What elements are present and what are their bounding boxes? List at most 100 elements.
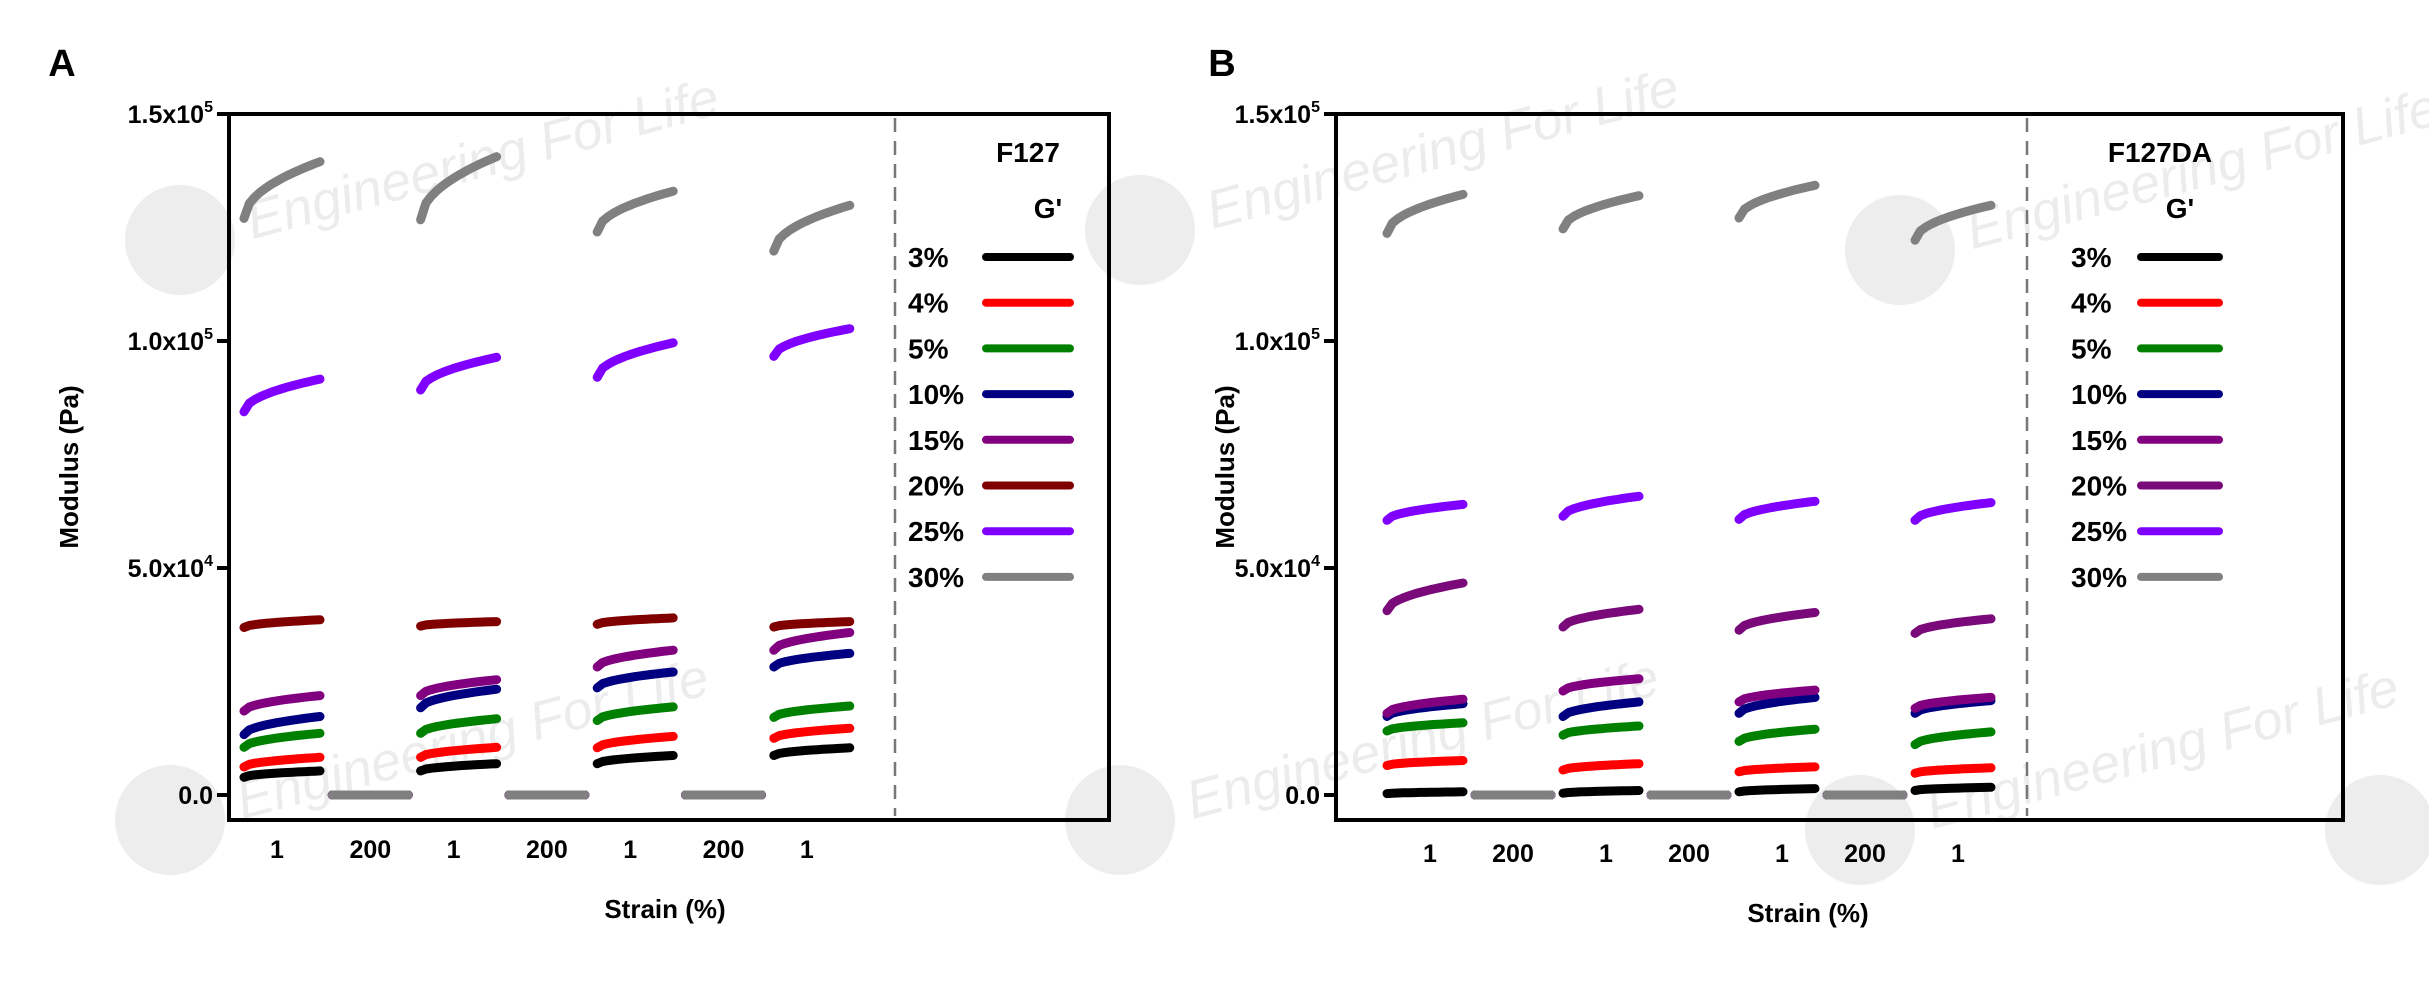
x-tick-label: 200	[703, 836, 745, 864]
watermark: Engineering For Life	[1845, 77, 2429, 305]
legend-label: 10%	[2071, 379, 2127, 410]
data-segment-strain-1	[592, 186, 678, 237]
legend-subtitle: G'	[2166, 193, 2194, 224]
legend-label: 3%	[2071, 242, 2112, 273]
data-segment-strain-1	[592, 645, 678, 672]
data-segment-strain-1	[769, 701, 855, 722]
y-axis-title: Modulus (Pa)	[1210, 385, 1240, 548]
legend-label: 15%	[2071, 425, 2127, 456]
legend-label: 30%	[2071, 562, 2127, 593]
series-30pct	[1382, 180, 1996, 800]
data-segment-strain-1	[592, 751, 678, 769]
data-segment-strain-1	[1558, 721, 1644, 740]
data-segment-strain-1	[239, 615, 325, 632]
watermark-logo	[125, 185, 235, 295]
data-segment-strain-1	[239, 157, 325, 223]
watermark: Engineering For Life	[1085, 57, 1685, 285]
data-segment-strain-1	[1910, 200, 1996, 245]
data-segment-strain-1	[592, 667, 678, 693]
y-tick-label: 1.0x105	[1235, 326, 1320, 356]
y-tick-label: 0.0	[1285, 782, 1320, 810]
plot-frame	[227, 112, 1111, 822]
data-segment-strain-1	[1382, 787, 1468, 799]
data-segment-strain-1	[592, 702, 678, 725]
y-tick-label: 0.0	[178, 782, 213, 810]
data-segment-strain-1	[239, 691, 325, 716]
panel-label: A	[48, 43, 75, 85]
watermark-text: Engineering For Life	[1180, 647, 1665, 831]
data-segment-strain-1	[769, 200, 855, 256]
x-tick-label: 1	[623, 836, 637, 864]
legend: F127DA G' 3% 4% 5% 10% 15% 20% 25% 30%	[2071, 137, 2223, 593]
data-segment-strain-1	[416, 352, 502, 395]
data-segment-strain-1	[1734, 784, 1820, 797]
x-tick-label: 1	[270, 836, 284, 864]
legend-label: 25%	[2071, 516, 2127, 547]
data-segment-strain-1	[416, 617, 502, 631]
data-segment-strain-1	[1558, 786, 1644, 798]
x-tick-label: 200	[1844, 840, 1886, 868]
watermark: Engineering For Life	[1065, 647, 1665, 875]
watermark-logo	[2325, 775, 2429, 885]
data-segment-strain-1	[1734, 685, 1820, 707]
data-segment-strain-1	[1558, 697, 1644, 721]
data-segment-strain-1	[416, 742, 502, 762]
data-segment-strain-1	[592, 731, 678, 753]
legend-label: 10%	[908, 379, 964, 410]
y-tick-label: 1.0x105	[128, 326, 213, 356]
data-segment-strain-1	[592, 338, 678, 382]
x-tick-label: 200	[349, 836, 391, 864]
data-segment-strain-1	[239, 728, 325, 752]
data-segment-strain-1	[1734, 180, 1820, 223]
data-segment-strain-1	[1734, 762, 1820, 777]
watermark-text: Engineering For Life	[1960, 77, 2429, 261]
data-segment-strain-1	[769, 648, 855, 672]
legend-label: 15%	[908, 425, 964, 456]
data-segment-strain-1	[239, 712, 325, 740]
data-segment-strain-1	[1910, 782, 1996, 795]
series-20pct	[1382, 578, 1996, 800]
legend-subtitle: G'	[1034, 193, 1062, 224]
x-tick-label: 1	[1951, 840, 1965, 868]
y-tick-label: 5.0x104	[128, 553, 213, 583]
legend-label: 3%	[908, 242, 949, 273]
data-segment-strain-1	[1910, 614, 1996, 638]
data-segment-strain-1	[1382, 694, 1468, 718]
data-segment-strain-1	[1910, 763, 1996, 778]
x-tick-label: 1	[800, 836, 814, 864]
data-segment-strain-1	[239, 374, 325, 417]
data-segment-strain-1	[416, 152, 502, 225]
x-tick-label: 1	[1423, 840, 1437, 868]
data-segment-strain-1	[769, 324, 855, 361]
y-tick-label: 1.5x105	[128, 99, 213, 129]
data-segment-strain-1	[769, 743, 855, 760]
watermark-logo	[1805, 775, 1915, 885]
x-axis-title: Strain (%)	[604, 894, 725, 924]
legend-label: 20%	[2071, 471, 2127, 502]
chart-panel-B: B 0.0 5.0x104 1.0x105 1.5x105 Strain (%) Modul…	[1208, 43, 2345, 928]
legend: F127 G' 3% 4% 5% 10% 15% 20% 25% 30%	[908, 137, 1074, 593]
data-segment-strain-1	[416, 759, 502, 776]
x-tick-label: 200	[1492, 840, 1534, 868]
data-segment-strain-1	[239, 766, 325, 782]
data-segment-strain-1	[1734, 724, 1820, 746]
data-segment-strain-1	[1558, 674, 1644, 696]
watermark-logo	[1845, 195, 1955, 305]
series-4pct	[1382, 756, 1996, 800]
data-segment-strain-1	[416, 675, 502, 701]
data-segment-strain-1	[239, 752, 325, 772]
y-tick-label: 1.5x105	[1235, 99, 1320, 129]
legend-label: 20%	[908, 471, 964, 502]
y-tick-label: 5.0x104	[1235, 553, 1320, 583]
data-segment-strain-1	[1910, 727, 1996, 750]
data-segment-strain-1	[592, 613, 678, 629]
legend-title: F127	[996, 137, 1060, 168]
data-segment-strain-1	[1558, 191, 1644, 234]
data-segment-strain-1	[769, 617, 855, 632]
legend-label: 5%	[2071, 333, 2112, 364]
x-tick-label: 1	[1775, 840, 1789, 868]
legend-label: 25%	[908, 516, 964, 547]
data-segment-strain-1	[1910, 498, 1996, 525]
data-segment-strain-1	[1558, 491, 1644, 521]
